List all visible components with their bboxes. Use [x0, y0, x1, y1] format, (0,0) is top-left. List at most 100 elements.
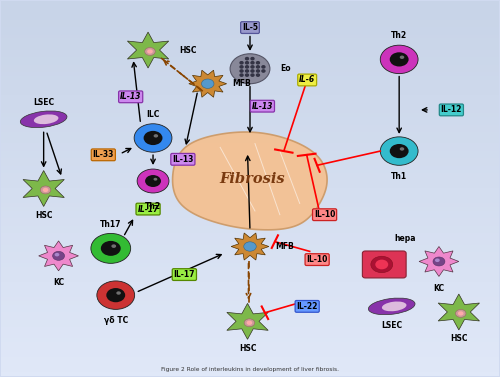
Circle shape	[400, 55, 404, 59]
Text: LSEC: LSEC	[33, 98, 54, 107]
Polygon shape	[419, 247, 459, 276]
Polygon shape	[231, 233, 269, 260]
Circle shape	[376, 260, 388, 269]
Circle shape	[145, 175, 161, 187]
Text: Eo: Eo	[280, 64, 290, 73]
Text: IL-17: IL-17	[138, 205, 159, 214]
Circle shape	[91, 233, 130, 264]
Circle shape	[262, 70, 265, 72]
Circle shape	[137, 169, 169, 193]
Circle shape	[244, 319, 254, 327]
Circle shape	[251, 70, 254, 72]
Text: HSC: HSC	[179, 46, 196, 55]
Circle shape	[246, 66, 248, 68]
Circle shape	[40, 186, 51, 194]
Circle shape	[251, 66, 254, 68]
Circle shape	[144, 131, 163, 145]
Text: Th2: Th2	[145, 202, 161, 211]
Polygon shape	[172, 132, 327, 230]
Circle shape	[244, 242, 256, 251]
Text: IL-13: IL-13	[172, 155, 194, 164]
Circle shape	[106, 288, 125, 302]
Circle shape	[380, 137, 418, 165]
Circle shape	[256, 70, 260, 72]
Circle shape	[256, 66, 260, 68]
Text: Th1: Th1	[391, 172, 407, 181]
Circle shape	[230, 54, 270, 84]
Circle shape	[400, 147, 404, 151]
Text: HSC: HSC	[450, 334, 468, 343]
Text: γδ TC: γδ TC	[104, 316, 128, 325]
Circle shape	[371, 256, 392, 273]
Text: IL-10: IL-10	[314, 210, 336, 219]
Circle shape	[240, 70, 243, 72]
Circle shape	[256, 61, 260, 64]
FancyBboxPatch shape	[362, 251, 406, 278]
Text: IL-13: IL-13	[120, 92, 142, 101]
Circle shape	[240, 66, 243, 68]
Polygon shape	[128, 32, 168, 68]
Text: KC: KC	[53, 278, 64, 287]
Circle shape	[134, 124, 172, 152]
Ellipse shape	[34, 114, 58, 124]
Text: IL-17: IL-17	[174, 270, 195, 279]
Text: ILC: ILC	[146, 110, 160, 118]
Circle shape	[154, 134, 158, 138]
Ellipse shape	[382, 302, 406, 311]
Circle shape	[52, 251, 64, 261]
Circle shape	[262, 66, 265, 68]
Polygon shape	[189, 70, 226, 97]
Polygon shape	[227, 303, 268, 339]
Polygon shape	[38, 241, 78, 271]
Text: MFB: MFB	[232, 79, 252, 88]
Circle shape	[380, 45, 418, 74]
Text: KC: KC	[434, 284, 444, 293]
Polygon shape	[23, 170, 64, 207]
Circle shape	[240, 74, 243, 76]
Text: IL-5: IL-5	[242, 23, 258, 32]
Circle shape	[390, 52, 408, 66]
Circle shape	[154, 178, 158, 181]
Circle shape	[458, 311, 464, 316]
Circle shape	[112, 244, 116, 248]
Text: Th2: Th2	[391, 31, 407, 40]
Circle shape	[42, 188, 48, 192]
Text: Figure 2 Role of interleukins in development of liver fibrosis.: Figure 2 Role of interleukins in develop…	[161, 367, 339, 372]
Text: IL-12: IL-12	[440, 106, 462, 114]
Circle shape	[54, 253, 60, 256]
Circle shape	[390, 144, 408, 158]
Circle shape	[246, 58, 248, 60]
Circle shape	[251, 74, 254, 76]
Circle shape	[246, 74, 248, 76]
Polygon shape	[438, 294, 480, 330]
Circle shape	[147, 49, 153, 54]
Circle shape	[435, 259, 440, 262]
Text: IL-6: IL-6	[299, 75, 315, 84]
Text: MFB: MFB	[275, 242, 293, 251]
Circle shape	[116, 291, 121, 295]
Circle shape	[97, 281, 134, 310]
Circle shape	[251, 61, 254, 64]
Text: Th17: Th17	[100, 220, 122, 229]
Circle shape	[202, 79, 214, 89]
Text: IL-33: IL-33	[92, 150, 114, 159]
Circle shape	[251, 58, 254, 60]
Text: Fibrosis: Fibrosis	[220, 172, 286, 186]
Ellipse shape	[20, 111, 67, 127]
Circle shape	[144, 48, 155, 55]
Circle shape	[246, 320, 252, 325]
Circle shape	[246, 61, 248, 64]
Circle shape	[246, 70, 248, 72]
Circle shape	[101, 241, 120, 256]
Circle shape	[456, 310, 466, 317]
Circle shape	[240, 61, 243, 64]
Text: IL-22: IL-22	[296, 302, 318, 311]
Text: IL-13: IL-13	[252, 102, 273, 111]
Text: HSC: HSC	[239, 344, 256, 353]
Circle shape	[433, 257, 445, 266]
Ellipse shape	[368, 298, 415, 315]
Text: hepa: hepa	[394, 234, 415, 243]
Text: LSEC: LSEC	[381, 320, 402, 329]
Text: HSC: HSC	[35, 211, 52, 220]
Text: IL-10: IL-10	[306, 255, 328, 264]
